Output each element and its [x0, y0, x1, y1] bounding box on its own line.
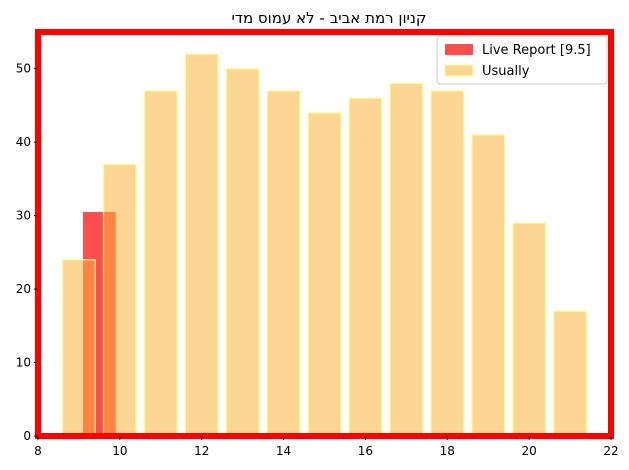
- x-tick-label-4: 16: [358, 444, 373, 458]
- y-tick-label-1: 10: [16, 356, 31, 370]
- bar-usual-2: [143, 90, 178, 437]
- x-tick-label-0: 8: [34, 444, 42, 458]
- legend: Live Report [9.5] Usually: [436, 35, 608, 85]
- plot-frame: [35, 29, 614, 439]
- legend-swatch-0: [445, 44, 473, 55]
- bar-usual-1: [102, 163, 137, 437]
- bar-usual-3: [184, 53, 219, 437]
- bar-usual-10: [471, 134, 506, 437]
- legend-swatch-1: [444, 64, 474, 77]
- bars-layer: [61, 53, 588, 437]
- bar-usual-9: [430, 90, 465, 437]
- legend-label-0: Live Report [9.5]: [482, 43, 591, 58]
- x-tick-label-5: 18: [440, 444, 455, 458]
- y-tick-label-4: 40: [16, 135, 31, 149]
- bar-usual-6: [307, 112, 342, 437]
- bar-usual-7: [348, 97, 383, 437]
- y-tick-label-0: 0: [23, 429, 31, 443]
- axes-layer: 8 10 12 14 16 18 20 22 0 10 20 30 40 50: [16, 62, 619, 458]
- bar-usual-4: [225, 68, 260, 437]
- bar-usual-0: [61, 259, 96, 437]
- x-tick-label-6: 20: [522, 444, 537, 458]
- legend-label-1: Usually: [482, 64, 530, 79]
- bar-usual-11: [512, 222, 547, 437]
- y-tick-label-3: 30: [16, 209, 31, 223]
- y-tick-label-5: 50: [16, 62, 31, 76]
- plot-border: [35, 29, 614, 439]
- y-tick-label-2: 20: [16, 282, 31, 296]
- bar-usual-8: [389, 82, 424, 437]
- x-tick-label-2: 12: [194, 444, 209, 458]
- bar-usual-12: [553, 310, 588, 437]
- x-tick-label-1: 10: [112, 444, 127, 458]
- x-tick-label-3: 14: [276, 444, 291, 458]
- legend-box: [436, 35, 608, 85]
- chart-title: קניון רמת אביב - לא עמוס מדי: [231, 9, 426, 27]
- bar-usual-5: [266, 90, 301, 437]
- x-tick-label-7: 22: [603, 444, 618, 458]
